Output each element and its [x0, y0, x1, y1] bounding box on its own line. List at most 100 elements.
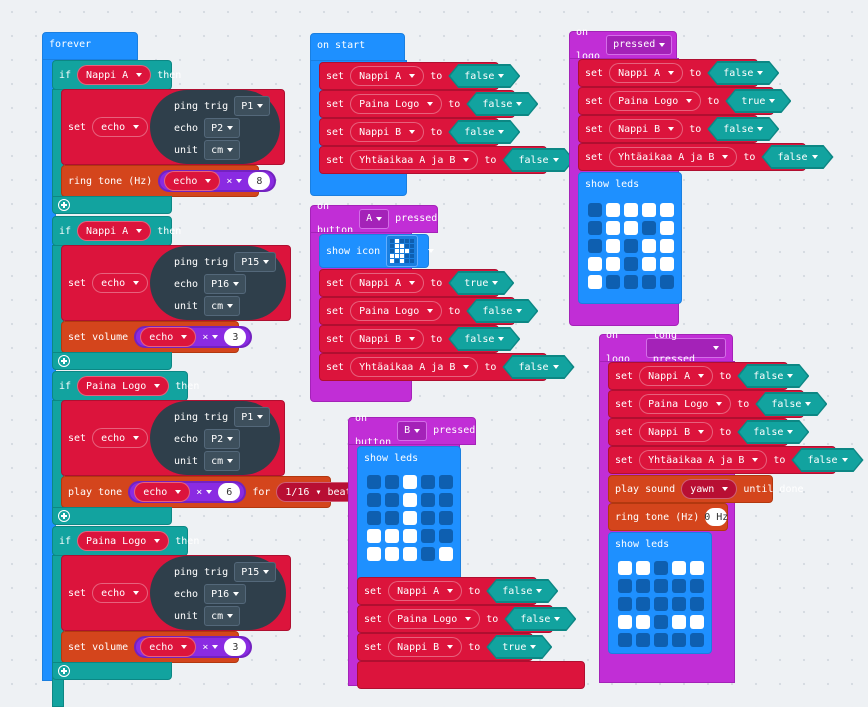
- led-cell[interactable]: [642, 239, 656, 253]
- led-cell[interactable]: [403, 475, 417, 489]
- led-cell[interactable]: [672, 597, 686, 611]
- unit-select[interactable]: cm: [204, 140, 241, 160]
- pin-select[interactable]: P1: [234, 96, 271, 116]
- led-cell[interactable]: [660, 203, 674, 217]
- add-else-icon[interactable]: [58, 510, 70, 522]
- led-cell[interactable]: [690, 633, 704, 647]
- add-else-icon[interactable]: [58, 665, 70, 677]
- if-block-2[interactable]: if Nappi A then: [52, 216, 181, 246]
- led-cell[interactable]: [642, 203, 656, 217]
- led-cell[interactable]: [606, 221, 620, 235]
- led-cell[interactable]: [624, 239, 638, 253]
- led-cell[interactable]: [660, 221, 674, 235]
- led-cell[interactable]: [385, 475, 399, 489]
- led-cell[interactable]: [660, 239, 674, 253]
- if-block-3[interactable]: if Paina Logo then: [52, 371, 199, 401]
- sound-select[interactable]: yawn: [681, 479, 738, 499]
- led-cell[interactable]: [403, 511, 417, 525]
- led-cell[interactable]: [672, 579, 686, 593]
- led-cell[interactable]: [618, 579, 632, 593]
- led-cell[interactable]: [636, 597, 650, 611]
- led-cell[interactable]: [618, 633, 632, 647]
- led-cell[interactable]: [654, 633, 668, 647]
- led-cell[interactable]: [588, 203, 602, 217]
- led-cell[interactable]: [403, 493, 417, 507]
- led-cell[interactable]: [421, 475, 435, 489]
- led-cell[interactable]: [624, 203, 638, 217]
- led-cell[interactable]: [654, 615, 668, 629]
- icon-preview[interactable]: [386, 235, 419, 267]
- led-cell[interactable]: [588, 221, 602, 235]
- ring-tone-1[interactable]: ring tone (Hz) echo × 8: [61, 165, 277, 197]
- led-cell[interactable]: [588, 239, 602, 253]
- led-cell[interactable]: [606, 257, 620, 271]
- led-cell[interactable]: [618, 615, 632, 629]
- led-cell[interactable]: [439, 547, 453, 561]
- led-cell[interactable]: [636, 615, 650, 629]
- add-else-icon[interactable]: [58, 355, 70, 367]
- multiply-block[interactable]: echo × 8: [158, 170, 277, 192]
- led-grid[interactable]: [618, 561, 704, 647]
- led-cell[interactable]: [403, 547, 417, 561]
- add-else-icon[interactable]: [58, 199, 70, 211]
- led-cell[interactable]: [588, 275, 602, 289]
- var-nappi-a[interactable]: Nappi A: [77, 65, 152, 85]
- led-cell[interactable]: [439, 475, 453, 489]
- forever-hat[interactable]: forever: [42, 32, 138, 60]
- led-cell[interactable]: [672, 561, 686, 575]
- led-cell[interactable]: [672, 633, 686, 647]
- var-echo[interactable]: echo: [92, 117, 149, 137]
- led-cell[interactable]: [385, 529, 399, 543]
- led-cell[interactable]: [672, 615, 686, 629]
- led-cell[interactable]: [403, 529, 417, 543]
- led-cell[interactable]: [367, 547, 381, 561]
- led-cell[interactable]: [660, 257, 674, 271]
- led-cell[interactable]: [618, 561, 632, 575]
- led-cell[interactable]: [367, 493, 381, 507]
- led-cell[interactable]: [654, 561, 668, 575]
- beat-select[interactable]: 1/16 ▾ beat: [276, 482, 361, 502]
- led-cell[interactable]: [606, 275, 620, 289]
- led-cell[interactable]: [690, 615, 704, 629]
- led-cell[interactable]: [636, 561, 650, 575]
- led-grid[interactable]: [588, 203, 674, 289]
- led-cell[interactable]: [660, 275, 674, 289]
- show-icon-block[interactable]: show icon: [319, 234, 429, 268]
- play-sound-block[interactable]: play sound yawn until done: [608, 475, 804, 503]
- led-cell[interactable]: [690, 561, 704, 575]
- play-tone-block[interactable]: play tone echo × 6 for 1/16 ▾ beat: [61, 476, 361, 508]
- led-cell[interactable]: [642, 275, 656, 289]
- if-block-4[interactable]: if Paina Logo then: [52, 526, 199, 556]
- led-grid[interactable]: [367, 475, 453, 561]
- led-cell[interactable]: [606, 239, 620, 253]
- ring-tone-2[interactable]: ring tone (Hz) 0 Hz: [608, 503, 728, 531]
- if-block-1[interactable]: if Nappi A then: [52, 60, 181, 90]
- led-cell[interactable]: [421, 511, 435, 525]
- led-cell[interactable]: [606, 203, 620, 217]
- led-cell[interactable]: [439, 529, 453, 543]
- led-cell[interactable]: [439, 493, 453, 507]
- led-cell[interactable]: [367, 511, 381, 525]
- led-cell[interactable]: [385, 493, 399, 507]
- led-cell[interactable]: [439, 511, 453, 525]
- pin-select[interactable]: P2: [204, 118, 241, 138]
- led-cell[interactable]: [421, 547, 435, 561]
- led-cell[interactable]: [690, 597, 704, 611]
- led-cell[interactable]: [367, 529, 381, 543]
- var-nappi-a[interactable]: Nappi A: [77, 221, 152, 241]
- set-volume-1[interactable]: set volume echo × 3: [61, 321, 253, 353]
- led-cell[interactable]: [367, 475, 381, 489]
- led-cell[interactable]: [636, 579, 650, 593]
- led-cell[interactable]: [588, 257, 602, 271]
- led-cell[interactable]: [385, 547, 399, 561]
- led-cell[interactable]: [624, 257, 638, 271]
- led-cell[interactable]: [624, 221, 638, 235]
- var-paina-logo[interactable]: Paina Logo: [77, 376, 170, 396]
- led-cell[interactable]: [654, 579, 668, 593]
- led-cell[interactable]: [690, 579, 704, 593]
- led-cell[interactable]: [385, 511, 399, 525]
- led-cell[interactable]: [618, 597, 632, 611]
- led-cell[interactable]: [636, 633, 650, 647]
- led-cell[interactable]: [421, 529, 435, 543]
- led-cell[interactable]: [642, 221, 656, 235]
